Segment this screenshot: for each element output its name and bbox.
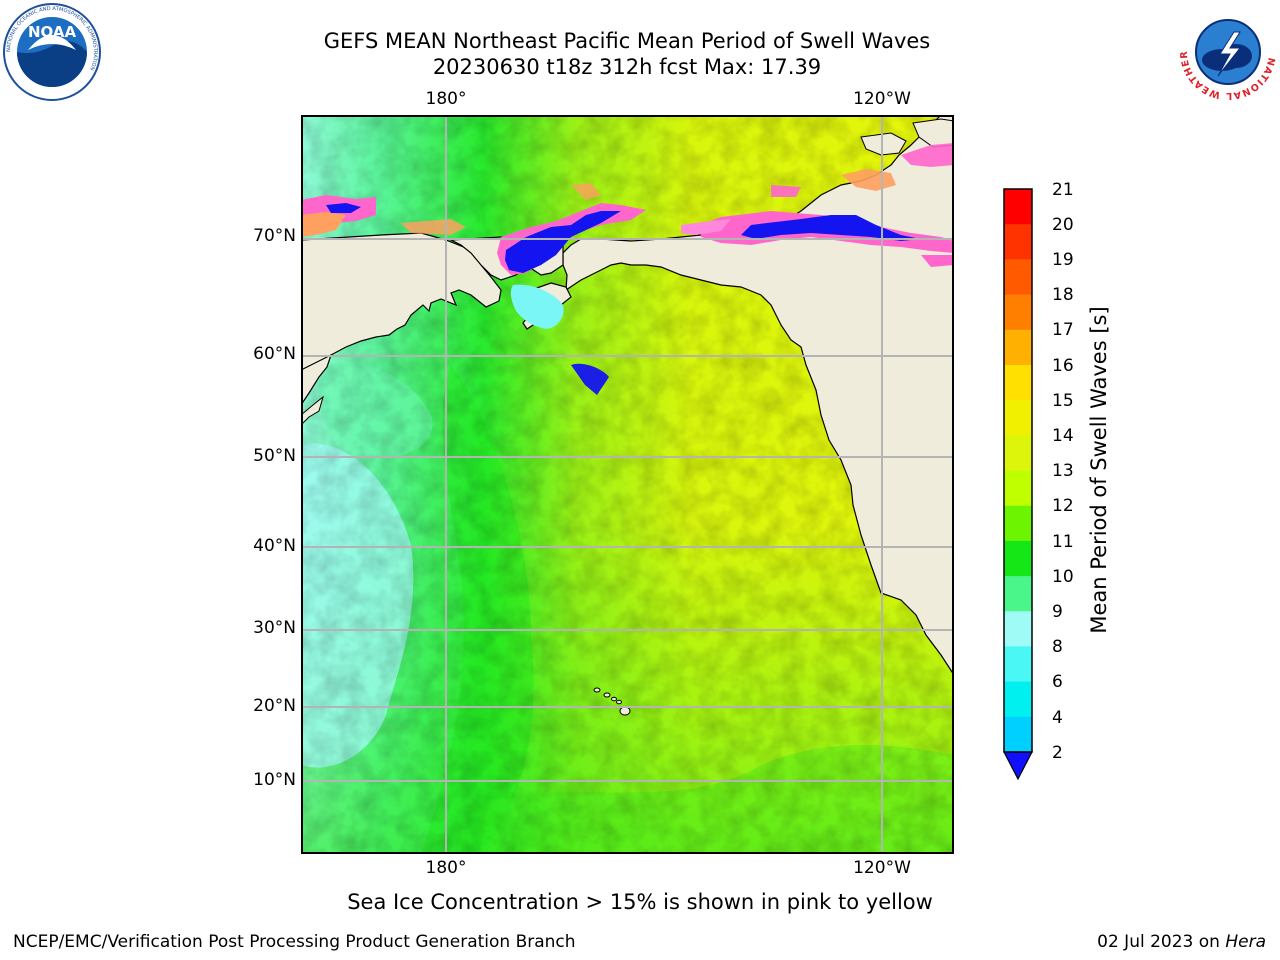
- nws-logo: NATIONAL WEATHER SERVICE: [1178, 2, 1276, 101]
- colorbar-cell: [1004, 224, 1032, 260]
- colorbar-tick-4: 4: [1052, 708, 1063, 728]
- colorbar-tick-20: 20: [1052, 215, 1074, 235]
- footer-date: 02 Jul 2023 on Hera: [1097, 932, 1266, 952]
- colorbar-tick-8: 8: [1052, 637, 1063, 657]
- map-gridlines: [301, 115, 954, 854]
- bottom-lon-label-180: 180°: [425, 858, 467, 878]
- noaa-logo: NOAA NATIONAL OCEANIC AND ATMOSPHERIC AD…: [3, 3, 101, 101]
- lat-label-70n: 70°N: [253, 226, 296, 246]
- colorbar-tick-9: 9: [1052, 602, 1063, 622]
- hawaii-islands: [593, 687, 631, 716]
- colorbar-cell: [1004, 505, 1032, 542]
- colorbar-tick-16: 16: [1052, 356, 1074, 376]
- colorbar-cell: [1004, 716, 1032, 753]
- colorbar-tick-18: 18: [1052, 285, 1074, 305]
- sea-ice: [301, 143, 954, 275]
- colorbar-tick-12: 12: [1052, 496, 1074, 516]
- lat-label-60n: 60°N: [253, 344, 296, 364]
- lat-label-50n: 50°N: [253, 446, 296, 466]
- colorbar-cell: [1004, 259, 1032, 296]
- colorbar-cell: [1004, 646, 1032, 683]
- chart-title: GEFS MEAN Northeast Pacific Mean Period …: [323, 29, 931, 53]
- footer-host: Hera: [1225, 932, 1266, 952]
- colorbar-cell: [1004, 435, 1032, 471]
- colorbar: [1003, 188, 1033, 781]
- colorbar-cell: [1004, 294, 1032, 331]
- bering-strait-zone: [510, 284, 564, 329]
- top-lon-label-120w: 120°W: [853, 89, 911, 109]
- colorbar-tick-14: 14: [1052, 426, 1074, 446]
- colorbar-tick-2: 2: [1052, 743, 1063, 763]
- colorbar-tick-6: 6: [1052, 672, 1063, 692]
- colorbar-tick-19: 19: [1052, 250, 1074, 270]
- colorbar-cell: [1004, 189, 1032, 225]
- lat-label-40n: 40°N: [253, 536, 296, 556]
- svg-text:NOAA: NOAA: [28, 23, 77, 41]
- bottom-lon-label-120w: 120°W: [853, 858, 911, 878]
- colorbar-cell: [1004, 364, 1032, 401]
- chart-subtitle: 20230630 t18z 312h fcst Max: 17.39: [432, 55, 822, 79]
- swell-period-map: [301, 115, 954, 854]
- top-lon-label-180: 180°: [425, 89, 467, 109]
- colorbar-cell: [1004, 576, 1032, 612]
- colorbar-under-triangle: [1003, 751, 1033, 781]
- lat-label-30n: 30°N: [253, 618, 296, 638]
- colorbar-cell: [1004, 611, 1032, 647]
- footer-date-text: 02 Jul 2023 on: [1097, 932, 1226, 952]
- colorbar-tick-21: 21: [1052, 180, 1074, 200]
- sea-ice-caption: Sea Ice Concentration > 15% is shown in …: [347, 890, 933, 914]
- colorbar-cell: [1004, 470, 1032, 507]
- colorbar-cell: [1004, 540, 1032, 577]
- colorbar-cell: [1004, 681, 1032, 718]
- colorbar-tick-15: 15: [1052, 391, 1074, 411]
- colorbar-title: Mean Period of Swell Waves [s]: [1087, 306, 1111, 634]
- colorbar-cell: [1004, 400, 1032, 436]
- colorbar-tick-11: 11: [1052, 532, 1074, 552]
- colorbar-cell: [1004, 329, 1032, 366]
- colorbar-tick-13: 13: [1052, 461, 1074, 481]
- colorbar-tick-10: 10: [1052, 567, 1074, 587]
- map-frame: [301, 115, 954, 854]
- lat-label-20n: 20°N: [253, 696, 296, 716]
- colorbar-tick-17: 17: [1052, 320, 1074, 340]
- footer-credit: NCEP/EMC/Verification Post Processing Pr…: [13, 932, 576, 952]
- lat-label-10n: 10°N: [253, 770, 296, 790]
